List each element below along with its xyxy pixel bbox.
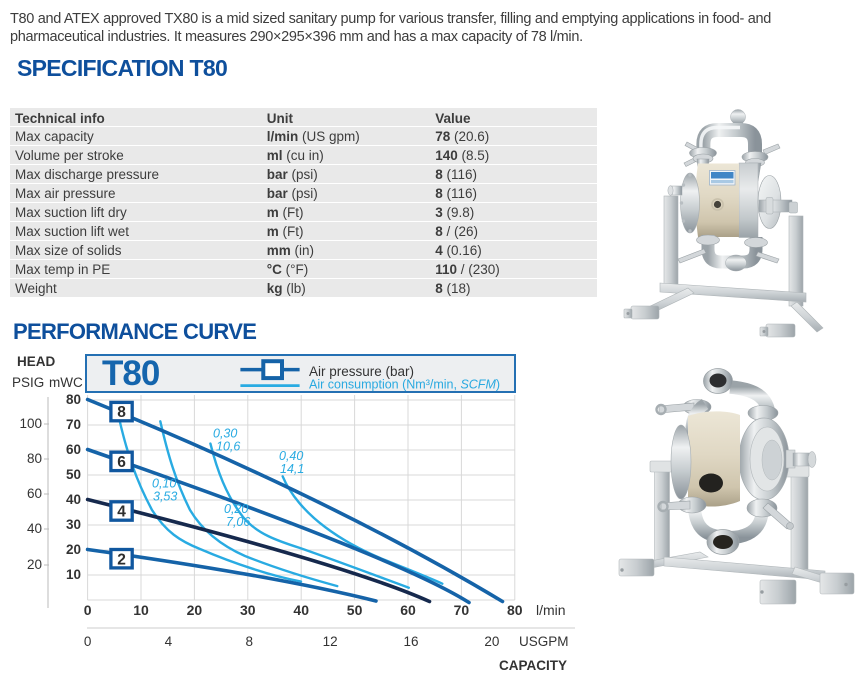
svg-text:16: 16: [403, 634, 418, 649]
svg-text:HEAD: HEAD: [17, 354, 56, 369]
svg-text:T80: T80: [102, 354, 160, 393]
svg-text:20: 20: [187, 602, 203, 618]
svg-text:70: 70: [454, 602, 470, 618]
svg-text:70: 70: [66, 417, 81, 432]
svg-text:80: 80: [66, 392, 81, 407]
svg-text:0: 0: [84, 634, 92, 649]
svg-text:8: 8: [117, 404, 126, 421]
svg-text:0: 0: [84, 602, 92, 618]
svg-text:USGPM: USGPM: [519, 634, 569, 649]
svg-text:12: 12: [323, 634, 338, 649]
svg-text:2: 2: [117, 551, 126, 568]
svg-text:4: 4: [117, 504, 126, 521]
svg-text:60: 60: [66, 442, 81, 457]
svg-text:60: 60: [400, 602, 416, 618]
svg-text:Air consumption (Nm³/min, SCFM: Air consumption (Nm³/min, SCFM): [309, 378, 500, 392]
svg-text:0,30: 0,30: [213, 427, 237, 441]
svg-text:14,1: 14,1: [280, 462, 304, 476]
svg-text:20: 20: [66, 542, 81, 557]
svg-text:40: 40: [293, 602, 309, 618]
svg-text:mWC: mWC: [49, 375, 83, 390]
svg-text:80: 80: [507, 602, 523, 618]
svg-text:3,53: 3,53: [153, 490, 177, 504]
svg-text:0,10: 0,10: [152, 477, 176, 491]
svg-text:50: 50: [347, 602, 363, 618]
svg-text:8: 8: [246, 634, 254, 649]
svg-text:50: 50: [66, 467, 81, 482]
svg-text:6: 6: [117, 454, 126, 471]
svg-text:l/min: l/min: [536, 602, 566, 618]
svg-text:40: 40: [66, 492, 81, 507]
svg-text:10: 10: [66, 567, 81, 582]
svg-text:10: 10: [133, 602, 149, 618]
svg-text:20: 20: [27, 557, 42, 572]
svg-text:0,40: 0,40: [279, 449, 303, 463]
svg-text:10,6: 10,6: [216, 440, 240, 454]
svg-text:30: 30: [240, 602, 256, 618]
svg-text:20: 20: [484, 634, 499, 649]
svg-text:40: 40: [27, 521, 42, 536]
svg-text:CAPACITY: CAPACITY: [499, 658, 567, 673]
svg-text:80: 80: [27, 451, 42, 466]
svg-text:PSIG: PSIG: [12, 375, 44, 390]
svg-text:4: 4: [165, 634, 173, 649]
svg-text:7,06: 7,06: [226, 515, 250, 529]
svg-text:60: 60: [27, 486, 42, 501]
svg-text:100: 100: [19, 416, 42, 431]
svg-text:Air pressure (bar): Air pressure (bar): [309, 364, 414, 379]
svg-text:30: 30: [66, 517, 81, 532]
svg-text:0,20: 0,20: [224, 502, 248, 516]
